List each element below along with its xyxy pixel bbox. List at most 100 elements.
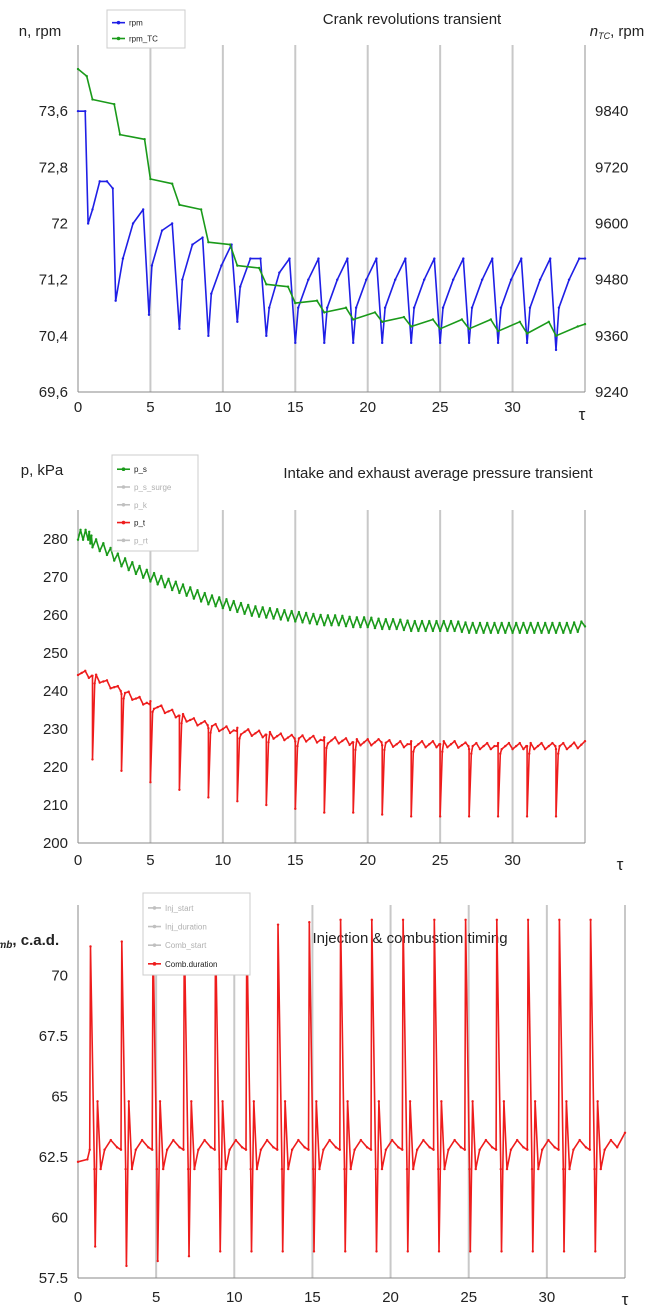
series-point	[218, 596, 221, 599]
series-point	[301, 621, 304, 624]
series-point	[297, 737, 301, 740]
series-point	[290, 733, 293, 737]
series-point	[352, 625, 355, 629]
series-point	[565, 747, 569, 751]
series-point	[525, 744, 529, 748]
series-point	[189, 718, 192, 722]
legend-marker	[116, 36, 121, 41]
series-point	[257, 615, 261, 618]
x-tick-label: 5	[152, 1289, 160, 1306]
series-point	[167, 710, 170, 713]
series-point	[210, 292, 213, 295]
series-point	[471, 621, 474, 625]
series-point	[322, 1148, 325, 1151]
series-point	[207, 727, 210, 730]
series-point	[151, 710, 154, 714]
series-point	[528, 306, 532, 309]
series-point	[438, 743, 442, 746]
series-point	[562, 1250, 566, 1253]
y-tick-label: 260	[43, 607, 68, 624]
x-tick-label: 15	[287, 852, 304, 869]
series-point	[583, 322, 587, 326]
series-point	[131, 698, 134, 701]
series-point	[145, 701, 149, 705]
series-point	[155, 1167, 159, 1171]
series-point	[435, 619, 438, 623]
series-point	[156, 1259, 159, 1263]
series-point	[181, 583, 185, 586]
series-point	[505, 1167, 509, 1171]
series-point	[278, 271, 281, 274]
series-point	[496, 744, 499, 748]
series-point	[265, 1138, 269, 1142]
legend-marker	[152, 962, 157, 966]
series-point	[259, 257, 262, 260]
y-tick-label: 67.5	[39, 1028, 68, 1045]
series-point	[243, 612, 246, 616]
series-point	[239, 733, 243, 736]
series-point	[315, 741, 319, 744]
series-point	[438, 341, 442, 345]
series-point	[244, 1148, 248, 1151]
series-point	[259, 1148, 263, 1151]
series-point	[76, 673, 80, 677]
series-point	[315, 623, 319, 626]
x-tick-label: 20	[359, 399, 376, 416]
series-point	[352, 811, 355, 814]
series-point	[88, 530, 91, 533]
y-tick-label: 210	[43, 797, 68, 814]
series-point	[369, 1148, 373, 1151]
series-point	[468, 1167, 471, 1171]
series-point	[304, 740, 308, 743]
series-point	[580, 620, 583, 623]
series-point	[127, 1100, 130, 1103]
series-point	[120, 565, 123, 568]
series-point	[576, 630, 579, 634]
series-point	[515, 1138, 519, 1142]
series-point	[170, 222, 174, 225]
series-point	[276, 1148, 279, 1151]
series-point	[500, 621, 503, 625]
series-point	[286, 619, 290, 622]
y2-tick-label: 9840	[595, 103, 628, 120]
series-point	[504, 744, 507, 748]
series-point	[547, 1138, 550, 1142]
series-point	[134, 697, 138, 700]
series-point	[469, 1250, 472, 1253]
series-point	[91, 674, 94, 677]
series-point	[438, 629, 442, 633]
series-point	[174, 716, 177, 719]
series-point	[344, 625, 348, 628]
series-point	[475, 631, 478, 635]
series-point	[462, 257, 465, 260]
series-point	[370, 744, 373, 747]
series-point	[467, 747, 471, 751]
series-point	[384, 741, 388, 744]
series-point	[85, 74, 88, 78]
y-tick-label: 72,8	[39, 159, 68, 176]
series-point	[86, 538, 90, 541]
series-point	[88, 1148, 91, 1151]
series-line-Comb.duration	[77, 919, 626, 1267]
series-point	[294, 807, 297, 810]
legend-marker	[152, 943, 157, 947]
series-point	[303, 1146, 306, 1149]
series-point	[365, 278, 368, 281]
series-point	[460, 630, 464, 634]
y-tick-label: 270	[43, 569, 68, 586]
series-point	[533, 747, 536, 751]
series-point	[405, 1167, 409, 1171]
x-tick-label: 30	[504, 399, 521, 416]
series-point	[178, 714, 181, 717]
series-point	[584, 1146, 588, 1149]
series-point	[323, 341, 326, 345]
series-point	[457, 620, 460, 623]
series-point	[287, 1167, 290, 1171]
y2-tick-label: 9240	[595, 384, 628, 401]
series-point	[280, 1167, 284, 1171]
series-point	[201, 236, 204, 239]
series-point	[538, 278, 542, 281]
series-point	[247, 603, 250, 607]
series-point	[138, 695, 141, 699]
